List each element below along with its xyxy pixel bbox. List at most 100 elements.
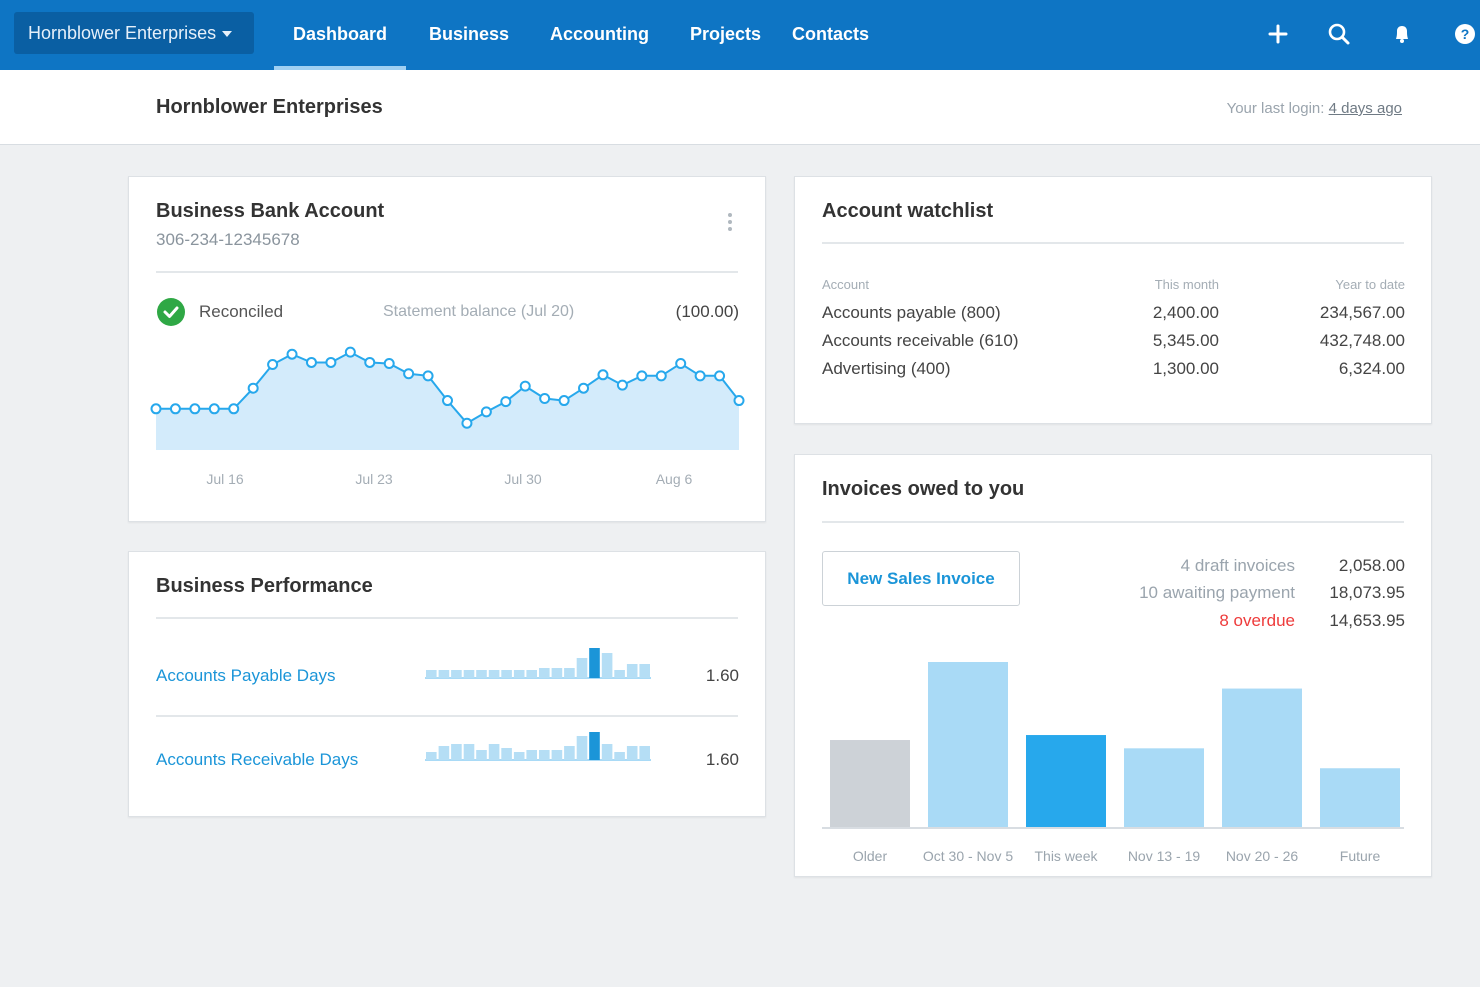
- sparkline-bar: [438, 746, 450, 760]
- balance-point: [325, 356, 337, 368]
- balance-point: [383, 357, 395, 369]
- sparkline-bar: [551, 668, 563, 678]
- sparkline-bar: [551, 750, 563, 760]
- awaiting-payment-link[interactable]: 10 awaiting payment: [1139, 583, 1295, 602]
- sparkline-bar: [576, 736, 588, 760]
- balance-point: [305, 356, 317, 368]
- x-axis-tick-label: Older: [853, 848, 888, 864]
- statement-balance-value: (100.00): [675, 302, 739, 321]
- accounts-payable-days-link[interactable]: Accounts Payable Days: [156, 666, 336, 685]
- balance-point: [286, 348, 298, 360]
- accounts-payable-days-value: 1.60: [705, 666, 739, 685]
- org-switcher[interactable]: Hornblower Enterprises: [14, 12, 254, 54]
- top-navigation: Hornblower Enterprises Dashboard Busines…: [0, 0, 1480, 70]
- balance-point: [267, 359, 279, 371]
- x-axis-tick-label: Nov 20 - 26: [1226, 848, 1299, 864]
- balance-point: [578, 382, 590, 394]
- draft-invoices-value: 2,058.00: [1338, 556, 1405, 575]
- divider: [156, 715, 738, 717]
- sparkline-bar: [526, 670, 537, 678]
- tab-projects[interactable]: Projects: [690, 24, 762, 44]
- tab-business[interactable]: Business: [429, 24, 510, 44]
- balance-point: [208, 403, 220, 415]
- sparkline-bar: [501, 748, 512, 760]
- accounts-receivable-sparkline: [425, 732, 651, 761]
- balance-point: [636, 370, 648, 382]
- bell-icon[interactable]: [1387, 19, 1417, 49]
- invoices-bar-chart: Older Oct 30 - Nov 5 This week Nov 13 - 19 N…: [822, 662, 1404, 864]
- sparkline-bar: [463, 670, 475, 678]
- watchlist-title: Account watchlist: [822, 200, 994, 222]
- balance-point: [247, 382, 259, 394]
- performance-title: Business Performance: [156, 575, 373, 597]
- watchlist-account-name[interactable]: Accounts payable (800): [822, 303, 1001, 322]
- sparkline-bar: [564, 746, 575, 760]
- sparkline-bar: [589, 732, 600, 760]
- balance-point: [655, 370, 667, 382]
- x-axis-tick-label: Oct 30 - Nov 5: [923, 848, 1013, 864]
- invoice-bar: [928, 662, 1008, 828]
- accounts-payable-sparkline: [425, 648, 651, 679]
- search-icon[interactable]: [1324, 19, 1354, 49]
- page-title: Hornblower Enterprises: [156, 96, 383, 118]
- tab-dashboard[interactable]: Dashboard: [273, 0, 407, 70]
- balance-point: [480, 406, 492, 418]
- sparkline-bar: [626, 746, 638, 760]
- balance-point: [422, 370, 434, 382]
- sparkline-bar: [614, 670, 625, 678]
- balance-point: [228, 403, 240, 415]
- balance-point: [344, 346, 356, 358]
- balance-point: [500, 396, 512, 408]
- check-circle-icon: [157, 298, 185, 326]
- watchlist-account-name[interactable]: Advertising (400): [822, 359, 951, 378]
- balance-point: [733, 395, 745, 407]
- sparkline-bar: [601, 653, 613, 678]
- last-login-link[interactable]: 4 days ago: [1328, 100, 1402, 117]
- draft-invoices-link[interactable]: 4 draft invoices: [1180, 556, 1295, 575]
- invoice-bar: [1320, 768, 1400, 828]
- sparkline-bar: [488, 744, 500, 760]
- watchlist-account-name[interactable]: Accounts receivable (610): [822, 331, 1019, 350]
- sparkline-bar: [539, 668, 550, 678]
- sparkline-bar: [576, 658, 588, 678]
- sparkline-bar: [614, 752, 625, 760]
- account-number: 306-234-12345678: [156, 230, 300, 249]
- x-axis-tick-label: Nov 13 - 19: [1128, 848, 1201, 864]
- sparkline-bar: [426, 670, 437, 678]
- sparkline-bar: [564, 668, 575, 678]
- balance-point: [442, 395, 453, 407]
- org-name: Hornblower Enterprises: [28, 23, 217, 43]
- watchlist-year-to-date: 432,748.00: [1319, 331, 1405, 350]
- bank-card-title[interactable]: Business Bank Account: [156, 200, 385, 222]
- sparkline-bar: [426, 752, 437, 760]
- account-watchlist-card: Account watchlist Account This month Yea…: [794, 176, 1432, 424]
- balance-point: [150, 403, 162, 415]
- x-axis-tick-label: Jul 16: [206, 471, 244, 487]
- tab-accounting[interactable]: Accounting: [550, 24, 649, 44]
- business-performance-card: Business Performance Accounts Payable Da…: [128, 551, 766, 817]
- accounts-receivable-days-value: 1.60: [705, 750, 739, 769]
- tab-contacts[interactable]: Contacts: [792, 24, 870, 44]
- column-header-year-to-date: Year to date: [1335, 277, 1405, 292]
- help-icon[interactable]: ?: [1450, 19, 1480, 49]
- svg-text:?: ?: [1461, 26, 1470, 42]
- overdue-invoices-value: 14,653.95: [1329, 611, 1405, 630]
- more-options-icon[interactable]: [725, 213, 735, 235]
- invoices-owed-card: Invoices owed to you New Sales Invoice 4…: [794, 454, 1432, 877]
- overdue-invoices-link[interactable]: 8 overdue: [1219, 611, 1295, 630]
- sparkline-bar: [488, 670, 500, 678]
- column-header-this-month: This month: [1154, 277, 1219, 292]
- balance-point: [714, 370, 726, 382]
- watchlist-this-month: 1,300.00: [1152, 359, 1219, 378]
- new-sales-invoice-button[interactable]: New Sales Invoice: [822, 551, 1020, 606]
- accounts-receivable-days-link[interactable]: Accounts Receivable Days: [156, 750, 359, 769]
- sparkline-bar: [463, 744, 475, 760]
- invoice-bar: [1124, 748, 1204, 828]
- balance-point: [675, 357, 687, 369]
- divider: [822, 521, 1404, 523]
- statement-balance-label: Statement balance (Jul 20): [383, 303, 575, 320]
- balance-point: [519, 380, 531, 392]
- sparkline-bar: [526, 750, 537, 760]
- plus-icon[interactable]: [1263, 19, 1293, 49]
- sparkline-bar: [513, 670, 525, 678]
